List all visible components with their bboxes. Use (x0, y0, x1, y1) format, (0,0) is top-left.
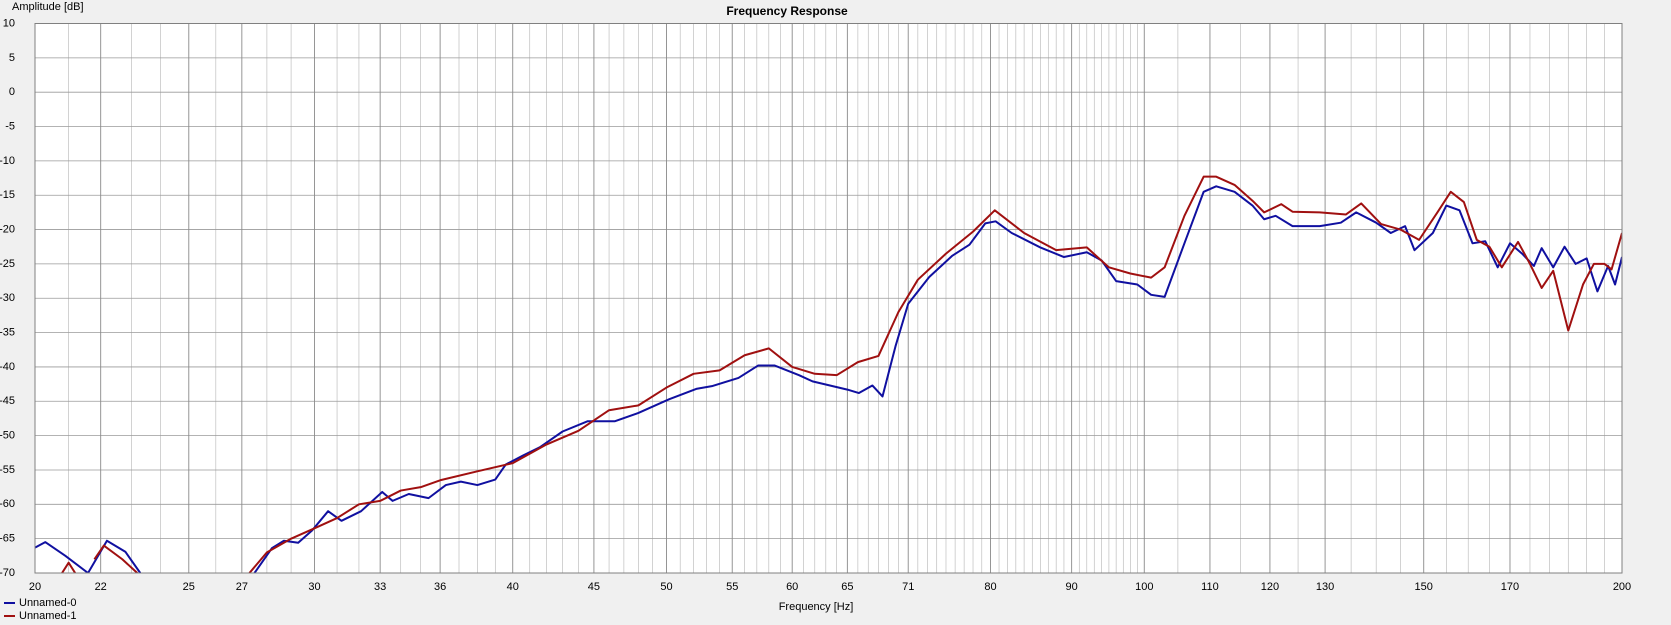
labels: 1050-5-10-15-20-25-30-35-40-45-50-55-60-… (0, 17, 1631, 593)
x-tick-label: 150 (1415, 581, 1433, 593)
x-tick-label: 55 (726, 581, 738, 593)
y-tick-label: -45 (0, 395, 15, 407)
grid (34, 23, 1623, 574)
x-tick-label: 71 (902, 581, 914, 593)
series-line (61, 175, 1622, 573)
y-tick-label: -5 (5, 120, 15, 132)
x-tick-label: 27 (236, 581, 248, 593)
chart-title: Frequency Response (726, 4, 848, 18)
x-tick-label: 45 (588, 581, 600, 593)
x-tick-label: 120 (1261, 581, 1279, 593)
x-tick-label: 110 (1201, 581, 1219, 593)
x-tick-label: 20 (29, 581, 41, 593)
x-tick-label: 170 (1501, 581, 1519, 593)
y-tick-label: -70 (0, 567, 15, 579)
legend-label: Unnamed-1 (19, 610, 76, 622)
x-tick-label: 60 (786, 581, 798, 593)
y-tick-label: 0 (9, 86, 15, 98)
x-tick-label: 40 (507, 581, 519, 593)
x-tick-label: 50 (660, 581, 672, 593)
series-line (35, 185, 1622, 573)
y-tick-label: 5 (9, 52, 15, 64)
x-tick-label: 65 (841, 581, 853, 593)
y-tick-label: -15 (0, 189, 15, 201)
x-axis-title: Frequency [Hz] (779, 601, 854, 613)
y-tick-label: -30 (0, 292, 15, 304)
x-tick-label: 130 (1316, 581, 1334, 593)
y-axis-title: Amplitude [dB] (12, 1, 84, 13)
x-tick-label: 36 (434, 581, 446, 593)
y-tick-label: -50 (0, 430, 15, 442)
y-tick-label: -35 (0, 327, 15, 339)
legend-label: Unnamed-0 (19, 597, 76, 609)
x-tick-label: 90 (1066, 581, 1078, 593)
curves (35, 175, 1622, 573)
y-tick-label: 10 (3, 17, 15, 29)
x-tick-label: 100 (1135, 581, 1153, 593)
y-tick-label: -60 (0, 498, 15, 510)
y-tick-label: -65 (0, 533, 15, 545)
y-tick-label: -20 (0, 223, 15, 235)
plot-frame (34, 23, 1623, 574)
x-tick-label: 25 (183, 581, 195, 593)
x-tick-label: 33 (374, 581, 386, 593)
y-tick-label: -25 (0, 258, 15, 270)
x-tick-label: 80 (984, 581, 996, 593)
x-tick-label: 30 (308, 581, 320, 593)
x-tick-label: 200 (1613, 581, 1631, 593)
x-tick-label: 22 (95, 581, 107, 593)
y-tick-label: -40 (0, 361, 15, 373)
y-tick-label: -10 (0, 155, 15, 167)
y-tick-label: -55 (0, 464, 15, 476)
